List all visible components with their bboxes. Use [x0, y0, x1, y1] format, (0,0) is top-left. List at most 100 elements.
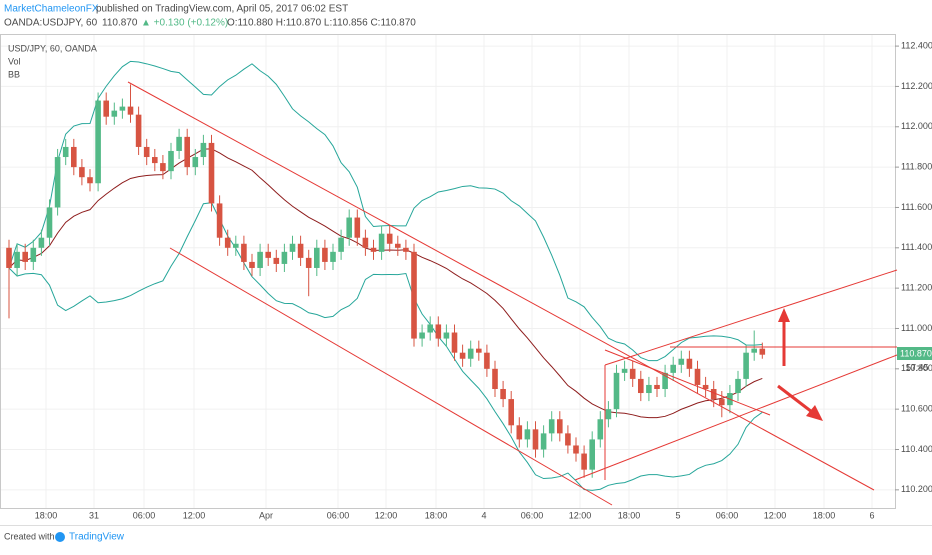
- candle-body: [540, 433, 547, 450]
- candle-body: [476, 348, 482, 353]
- candle-body: [103, 100, 109, 117]
- candle-body: [500, 388, 506, 400]
- candle-body: [565, 433, 571, 446]
- candle-body: [443, 332, 450, 339]
- candle-body: [378, 233, 385, 252]
- bb-basis: [8, 148, 763, 419]
- bb-lower: [8, 202, 763, 491]
- candle-body: [71, 146, 77, 168]
- x-tick-label: Apr: [259, 510, 273, 520]
- candle-body: [297, 243, 304, 258]
- candle-body: [403, 247, 409, 252]
- candle-body: [532, 429, 539, 450]
- x-tick-label: 4: [481, 510, 486, 520]
- x-tick-label: 12:00: [764, 510, 787, 520]
- candle-body: [573, 445, 579, 454]
- candle-body: [411, 251, 417, 339]
- candle-body: [759, 348, 766, 355]
- candle-body: [524, 429, 531, 440]
- arrows: [777, 308, 823, 421]
- price-tag: [897, 347, 932, 360]
- arrow-head: [806, 405, 823, 421]
- candle-body: [362, 237, 369, 248]
- timer: 57:45: [906, 362, 929, 372]
- trend-line: [127, 81, 875, 491]
- candle-body: [233, 243, 239, 248]
- x-tick-label: 18:00: [618, 510, 641, 520]
- trend-line: [604, 349, 771, 416]
- x-tick-label: 06:00: [716, 510, 739, 520]
- candle-body: [435, 324, 442, 339]
- candle-body: [135, 114, 142, 147]
- candle-body: [646, 384, 652, 394]
- candle-body: [484, 352, 490, 369]
- candle-body: [79, 167, 85, 178]
- candle-body: [95, 100, 101, 184]
- candle-body: [281, 251, 288, 264]
- candle-body: [273, 257, 280, 264]
- candle-body: [629, 368, 636, 379]
- candle-body: [241, 243, 247, 262]
- candle-body: [330, 251, 336, 262]
- candle-body: [686, 358, 693, 369]
- candle-body: [216, 203, 223, 238]
- x-tick-label: 5: [675, 510, 680, 520]
- x-tick-label: 31: [89, 510, 99, 520]
- trend-line: [169, 247, 613, 506]
- candle-body: [743, 352, 749, 379]
- change: ▲ +0.130 (+0.12%): [141, 18, 228, 29]
- candle-body: [557, 419, 563, 434]
- candle-body: [427, 324, 433, 333]
- candle-body: [386, 233, 393, 244]
- x-tick-label: 12:00: [183, 510, 206, 520]
- candle-body: [257, 251, 263, 268]
- logo: [55, 532, 65, 542]
- footer-brand[interactable]: TradingView: [69, 532, 125, 543]
- candle-body: [38, 237, 45, 248]
- candle-body: [87, 177, 93, 184]
- plot-border: [0, 34, 896, 509]
- candle-body: [662, 372, 668, 389]
- x-tick-label: 18:00: [35, 510, 58, 520]
- bb-upper: [8, 60, 763, 362]
- legend-bb: BB: [8, 69, 20, 79]
- candle-body: [14, 251, 20, 268]
- y-tick-label: 112.200: [901, 81, 932, 91]
- candle-body: [46, 207, 53, 238]
- candle-body: [249, 261, 255, 268]
- trend-line: [604, 269, 898, 366]
- candle-body: [176, 136, 182, 151]
- candle-body: [6, 247, 12, 268]
- candle-body: [702, 384, 709, 389]
- candle-body: [160, 163, 166, 172]
- candle-body: [605, 409, 612, 420]
- candle-body: [322, 247, 328, 262]
- x-tick-label: 18:00: [813, 510, 836, 520]
- y-tick-label: 110.400: [901, 444, 932, 454]
- y-tick-label: 111.800: [901, 161, 932, 171]
- candle-body: [419, 332, 425, 339]
- candle-body: [459, 352, 466, 359]
- legend-main: USD/JPY, 60, OANDA: [8, 43, 97, 53]
- author[interactable]: MarketChameleonFX: [4, 4, 99, 15]
- candle-body: [152, 157, 158, 164]
- y-tick-label: 111.400: [901, 242, 932, 252]
- candle-body: [670, 364, 676, 373]
- x-tick-label: 12:00: [375, 510, 398, 520]
- candle-body: [338, 237, 344, 252]
- candle-body: [719, 399, 725, 406]
- candle-body: [192, 157, 199, 168]
- x-tick-label: 06:00: [327, 510, 350, 520]
- candle-body: [621, 368, 628, 373]
- y-tick-label: 110.600: [901, 404, 932, 414]
- candle-body: [516, 425, 523, 440]
- y-tick-label: 111.200: [901, 283, 932, 293]
- candle-body: [508, 399, 514, 426]
- x-tick-label: 06:00: [133, 510, 156, 520]
- candle-body: [265, 251, 271, 258]
- candle-body: [200, 142, 207, 158]
- candle-body: [289, 243, 296, 252]
- candle-body: [208, 142, 215, 204]
- candle-body: [581, 453, 587, 470]
